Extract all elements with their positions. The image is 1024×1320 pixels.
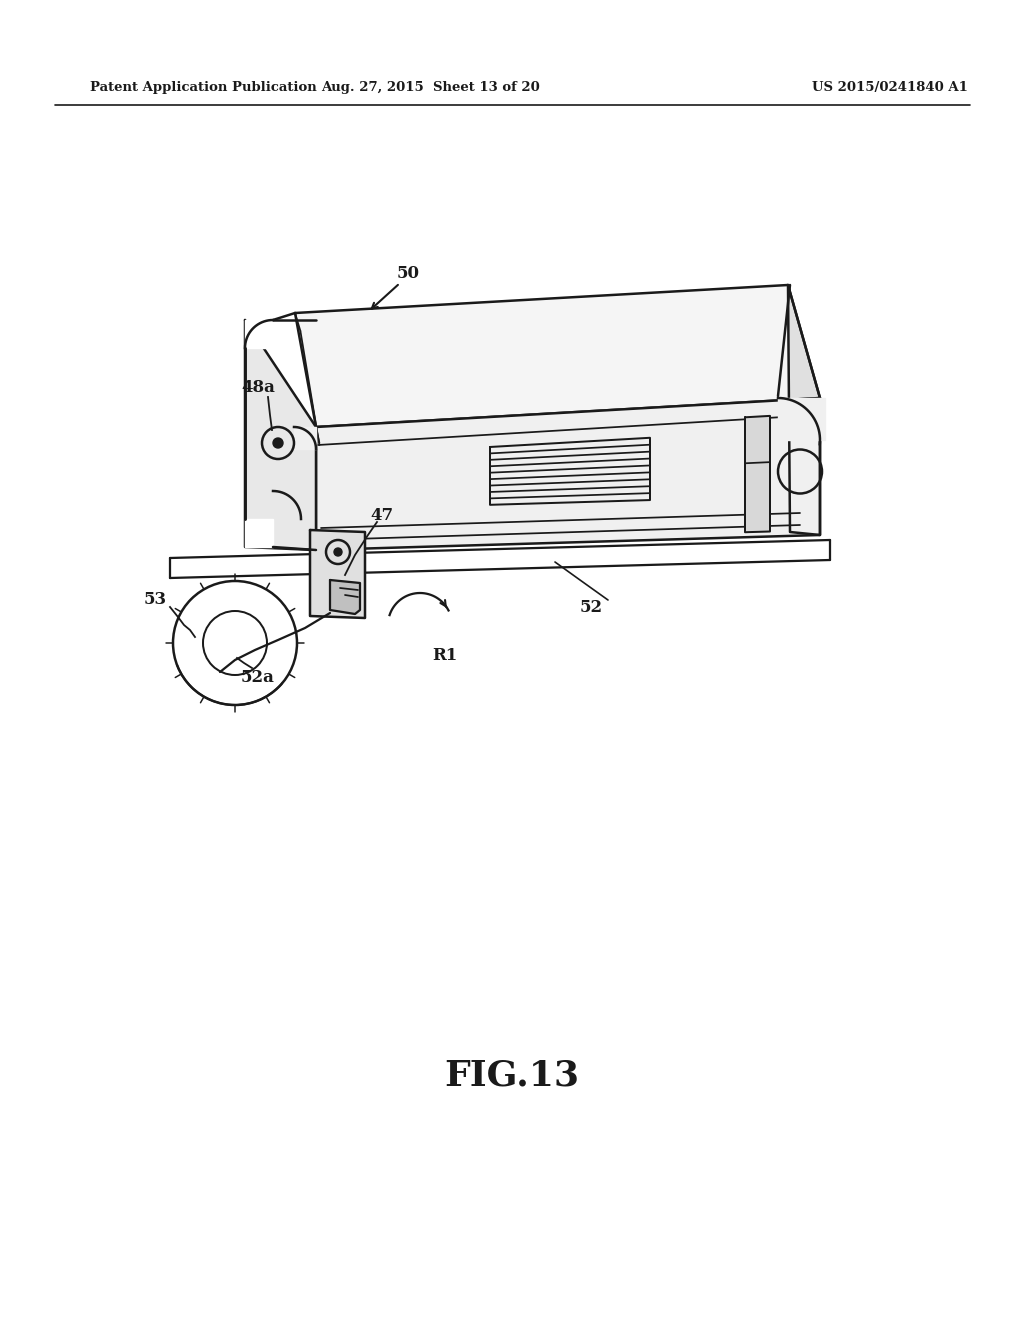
Polygon shape (245, 519, 273, 546)
Circle shape (273, 438, 283, 447)
Text: Aug. 27, 2015  Sheet 13 of 20: Aug. 27, 2015 Sheet 13 of 20 (321, 82, 540, 95)
Text: 52a: 52a (241, 668, 274, 685)
Text: 50: 50 (396, 264, 420, 281)
Text: 47: 47 (370, 507, 393, 524)
Polygon shape (245, 319, 316, 550)
Text: Patent Application Publication: Patent Application Publication (90, 82, 316, 95)
Polygon shape (294, 426, 316, 449)
Polygon shape (295, 285, 820, 426)
Circle shape (334, 548, 342, 556)
Polygon shape (310, 531, 365, 618)
Polygon shape (316, 399, 820, 550)
Polygon shape (778, 399, 825, 440)
Polygon shape (745, 416, 770, 532)
Text: 53: 53 (143, 591, 167, 609)
Text: FIG.13: FIG.13 (444, 1059, 580, 1092)
Polygon shape (330, 579, 360, 614)
Polygon shape (490, 438, 650, 504)
Text: US 2015/0241840 A1: US 2015/0241840 A1 (812, 82, 968, 95)
Polygon shape (788, 285, 820, 535)
Text: 48a: 48a (241, 380, 274, 396)
Text: R1: R1 (432, 647, 458, 664)
Text: 52: 52 (580, 599, 603, 616)
Polygon shape (245, 319, 273, 348)
